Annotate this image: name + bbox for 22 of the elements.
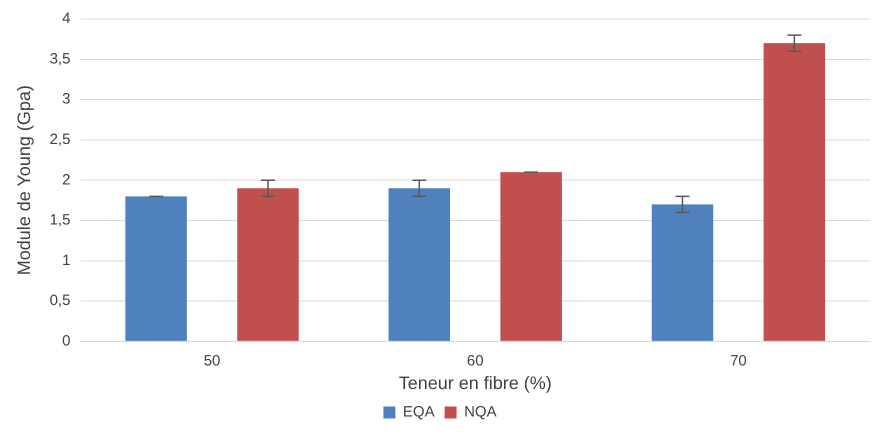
bar: [237, 188, 299, 341]
y-tick-label: 0,5: [50, 292, 70, 310]
y-tick-label: 2,5: [50, 131, 70, 148]
y-tick-label: 3,5: [50, 50, 70, 68]
bar: [500, 172, 562, 341]
y-tick-label: 2: [62, 171, 70, 188]
bar: [388, 188, 450, 341]
y-tick-label: 1: [62, 252, 70, 269]
legend-label: NQA: [464, 404, 497, 421]
y-tick-label: 1,5: [50, 212, 70, 229]
bar: [764, 43, 826, 341]
bar: [125, 196, 187, 341]
x-axis-title: Teneur en fibre (%): [398, 373, 552, 394]
x-tick-label: 50: [204, 352, 220, 370]
bar: [652, 204, 714, 341]
y-tick-label: 4: [62, 10, 70, 28]
y-tick-label: 0: [62, 332, 70, 350]
y-axis-title: Module de Young (Gpa): [14, 85, 34, 276]
x-tick-label: 70: [730, 352, 747, 370]
x-tick-label: 60: [466, 352, 484, 370]
legend-label: EQA: [402, 404, 435, 421]
y-tick-label: 3: [62, 90, 70, 108]
